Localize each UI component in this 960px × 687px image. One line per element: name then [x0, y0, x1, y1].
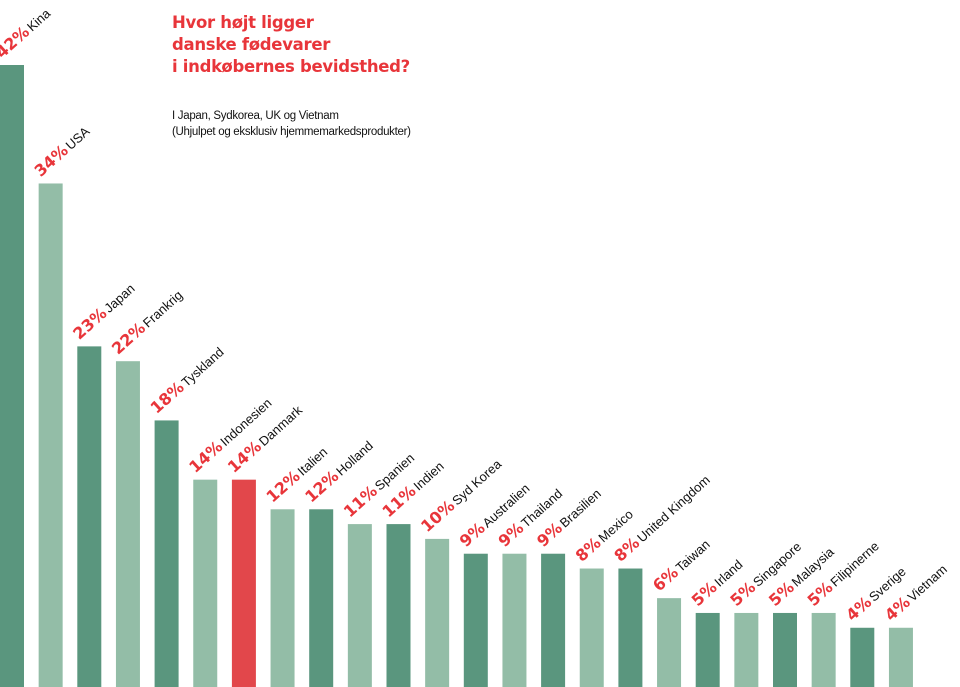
category-label: Holland [333, 438, 376, 479]
bar-filipinerne [811, 612, 836, 687]
bar-australien [463, 553, 488, 687]
bar-frankrig [115, 361, 140, 687]
bar-label: 18%Tyskland [147, 342, 228, 417]
bar-italien [270, 509, 295, 687]
value-label: 22% [108, 318, 149, 358]
category-label: Indien [410, 459, 446, 494]
bar-sverige [850, 627, 875, 687]
category-label: Brasilien [557, 486, 604, 531]
bar-spanien [347, 524, 372, 687]
value-label: 18% [147, 378, 188, 418]
bar-mexico [579, 568, 604, 687]
bar-indonesien [193, 479, 218, 687]
title-line: Hvor højt ligger [172, 13, 314, 32]
bar-danmark [231, 479, 256, 687]
category-label: Japan [101, 281, 137, 316]
category-label: Tyskland [179, 344, 227, 389]
value-label: 12% [263, 467, 304, 507]
bar-japan [77, 346, 102, 687]
category-label: USA [63, 123, 93, 152]
bar-taiwan [657, 598, 682, 687]
bar-label: 34%USA [31, 121, 94, 180]
bar-thailand [502, 553, 527, 687]
bar-malaysia [773, 612, 797, 687]
category-label: Vietnam [905, 562, 950, 605]
bar-brasilien [541, 553, 566, 687]
bar-label: 42%Kina [0, 3, 55, 62]
subtitle-line: (Uhjulpet og eksklusiv hjemmemarkedsprod… [172, 126, 411, 138]
value-label: 14% [185, 437, 226, 477]
bar-vietnam [888, 627, 913, 687]
category-label: Filipinerne [827, 538, 882, 589]
bar-irland [695, 612, 720, 687]
bar-indien [386, 524, 411, 687]
bar-tyskland [154, 420, 179, 687]
value-label: 34% [31, 141, 72, 181]
chart-title: Hvor højt ligger danske fødevarer i indk… [172, 12, 410, 78]
category-label: Syd Korea [449, 456, 505, 508]
chart-subtitle: I Japan, Sydkorea, UK og Vietnam (Uhjulp… [172, 108, 411, 140]
bar-kina [0, 65, 24, 687]
title-line: danske fødevarer [172, 35, 331, 54]
bar-syd-korea [425, 538, 450, 687]
category-label: Frankrig [140, 287, 185, 330]
category-label: Taiwan [673, 537, 713, 575]
bar-usa [38, 183, 63, 687]
bar-singapore [734, 612, 759, 687]
bar-holland [309, 509, 334, 687]
value-label: 23% [69, 304, 110, 344]
value-label: 10% [417, 496, 458, 536]
bar-united-kingdom [618, 568, 643, 687]
value-label: 11% [340, 481, 381, 521]
subtitle-line: I Japan, Sydkorea, UK og Vietnam [172, 110, 339, 122]
category-label: United Kingdom [634, 472, 713, 545]
category-label: Kina [24, 5, 54, 34]
title-line: i indkøbernes bevidsthed? [172, 57, 410, 76]
